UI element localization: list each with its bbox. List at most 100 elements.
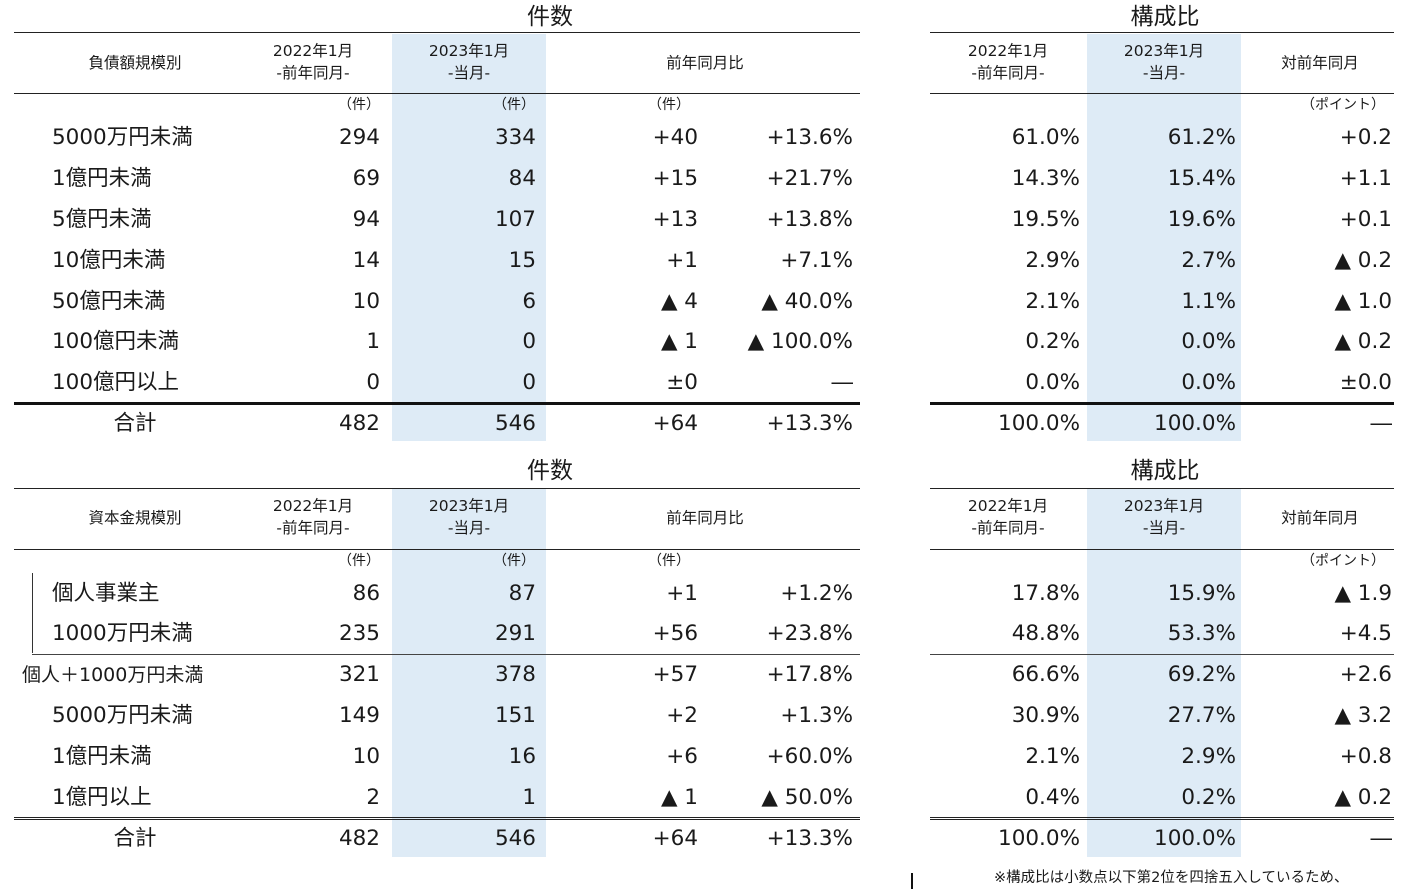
ratio-prev-value: 0.4% — [1025, 785, 1080, 810]
ratio-prev-header-line2: -前年同月- — [971, 64, 1045, 82]
row-label: 個人事業主 — [52, 581, 160, 606]
pct-value: +60.0% — [766, 744, 853, 769]
prev-year-header-line1: 2022年1月 — [272, 42, 354, 60]
pct-value: ▲ 50.0% — [761, 785, 853, 810]
unit-label: （件） — [648, 97, 690, 113]
diff-total: +64 — [652, 826, 698, 851]
pct-value: +21.7% — [766, 166, 853, 191]
unit-label: （件） — [493, 97, 535, 113]
row-label: 100億円以上 — [52, 370, 180, 395]
current-value: 1 — [522, 785, 536, 810]
pct-value: ▲ 40.0% — [761, 289, 853, 314]
diff-value: +56 — [652, 621, 698, 646]
ratio-header-top-rule-2 — [930, 488, 1394, 489]
yoy-header-2: 前年同月比 — [666, 509, 744, 527]
total-rule — [14, 402, 860, 405]
ratio-diff-value: +2.6 — [1339, 662, 1392, 687]
diff-value: +6 — [666, 744, 698, 769]
table-row: 1億円未満 69 84 +15 +21.7% 14.3% 15.4% +1.1 — [0, 159, 1418, 199]
pct-value: +1.3% — [780, 703, 853, 728]
table-row: 50億円未満 10 6 ▲ 4 ▲ 40.0% 2.1% 1.1% ▲ 1.0 — [0, 282, 1418, 322]
table-row: 100億円以上 0 0 ±0 ― 0.0% 0.0% ±0.0 — [0, 363, 1418, 403]
pct-value: ― — [831, 370, 854, 395]
ratio-diff-value: +1.1 — [1339, 166, 1392, 191]
current-month-header-2: 2023年1月 -当月- — [394, 495, 544, 539]
ratio-current-value: 53.3% — [1167, 621, 1236, 646]
current-value: 0 — [522, 370, 536, 395]
subtotal-row: 個人＋1000万円未満 321 378 +57 +17.8% 66.6% 69.… — [0, 655, 1418, 695]
row-label: 5000万円未満 — [52, 125, 193, 150]
current-month-ratio-highlight — [1087, 34, 1241, 441]
prev-value: 86 — [352, 581, 380, 606]
row-label: 1億円未満 — [52, 744, 152, 769]
prev-value: 14 — [352, 248, 380, 273]
prev-total: 482 — [338, 826, 380, 851]
current-month-column-highlight — [392, 34, 546, 441]
category-header: 負債額規模別 — [88, 54, 182, 72]
pct-value: ▲ 100.0% — [747, 329, 853, 354]
row-label: 5000万円未満 — [52, 703, 193, 728]
ratio-current-value: 0.0% — [1181, 329, 1236, 354]
ratio-prev-value: 14.3% — [1011, 166, 1080, 191]
row-label: 10億円未満 — [52, 248, 166, 273]
ratio-subtotal-rule — [930, 654, 1394, 655]
current-month-header: 2023年1月 -当月- — [394, 40, 544, 84]
ratio-diff-total: ― — [1370, 411, 1393, 436]
ratio-prev-value: 66.6% — [1011, 662, 1080, 687]
count-section-title: 件数 — [527, 4, 573, 30]
table-row: 5000万円未満 294 334 +40 +13.6% 61.0% 61.2% … — [0, 118, 1418, 158]
group-bracket — [32, 573, 33, 653]
unit-label: （件） — [338, 97, 380, 113]
ratio-diff-value: ▲ 1.9 — [1334, 581, 1392, 606]
prev-value: 1 — [366, 329, 380, 354]
ratio-yoy-header: 対前年同月 — [1281, 54, 1359, 72]
ratio-current-header-line2: -当月- — [1142, 64, 1186, 82]
diff-value: ▲ 1 — [660, 785, 698, 810]
row-label: 1億円以上 — [52, 785, 152, 810]
total-label: 合計 — [113, 411, 157, 436]
ratio-current-header-line1: 2023年1月 — [1123, 42, 1205, 60]
prev-year-header-2: 2022年1月 -前年同月- — [238, 495, 388, 539]
prev-value: 149 — [338, 703, 380, 728]
unit-label: （ポイント） — [1301, 553, 1385, 569]
current-total: 546 — [494, 826, 536, 851]
table-row: 1億円未満 10 16 +6 +60.0% 2.1% 2.9% +0.8 — [0, 737, 1418, 777]
ratio-current-value: 2.9% — [1181, 744, 1236, 769]
ratio-current-value: 2.7% — [1181, 248, 1236, 273]
header-top-rule — [14, 32, 860, 33]
ratio-current-value: 1.1% — [1181, 289, 1236, 314]
prev-year-header-line1: 2022年1月 — [272, 497, 354, 515]
row-label: 1000万円未満 — [52, 621, 193, 646]
table-row: 5億円未満 94 107 +13 +13.8% 19.5% 19.6% +0.1 — [0, 200, 1418, 240]
ratio-current-value: 61.2% — [1167, 125, 1236, 150]
prev-value: 0 — [366, 370, 380, 395]
ratio-diff-total: ― — [1370, 826, 1393, 851]
pct-value: +23.8% — [766, 621, 853, 646]
ratio-section-title: 構成比 — [1130, 4, 1200, 30]
pct-value: +17.8% — [766, 662, 853, 687]
current-value: 291 — [494, 621, 536, 646]
ratio-current-value: 69.2% — [1167, 662, 1236, 687]
total-label: 合計 — [113, 826, 157, 851]
ratio-current-header: 2023年1月 -当月- — [1089, 40, 1239, 84]
yoy-header: 前年同月比 — [666, 54, 744, 72]
count-section-title-2: 件数 — [527, 458, 573, 484]
ratio-prev-value: 0.2% — [1025, 329, 1080, 354]
total-rule-2 — [14, 817, 860, 820]
pct-value: +7.1% — [780, 248, 853, 273]
current-month-ratio-highlight-2 — [1087, 489, 1241, 857]
current-value: 0 — [522, 329, 536, 354]
ratio-prev-value: 19.5% — [1011, 207, 1080, 232]
prev-value: 235 — [338, 621, 380, 646]
table-row: 1000万円未満 235 291 +56 +23.8% 48.8% 53.3% … — [0, 614, 1418, 654]
ratio-prev-header: 2022年1月 -前年同月- — [933, 40, 1083, 84]
diff-value: +1 — [666, 248, 698, 273]
footnote: ※構成比は小数点以下第2位を四捨五入しているため、 — [994, 870, 1349, 886]
prev-value: 69 — [352, 166, 380, 191]
text-cursor-mark — [911, 873, 913, 889]
ratio-current-header-line2: -当月- — [1142, 519, 1186, 537]
current-value: 334 — [494, 125, 536, 150]
diff-value: ±0 — [666, 370, 698, 395]
prev-total: 482 — [338, 411, 380, 436]
current-month-header-line2: -当月- — [447, 519, 491, 537]
